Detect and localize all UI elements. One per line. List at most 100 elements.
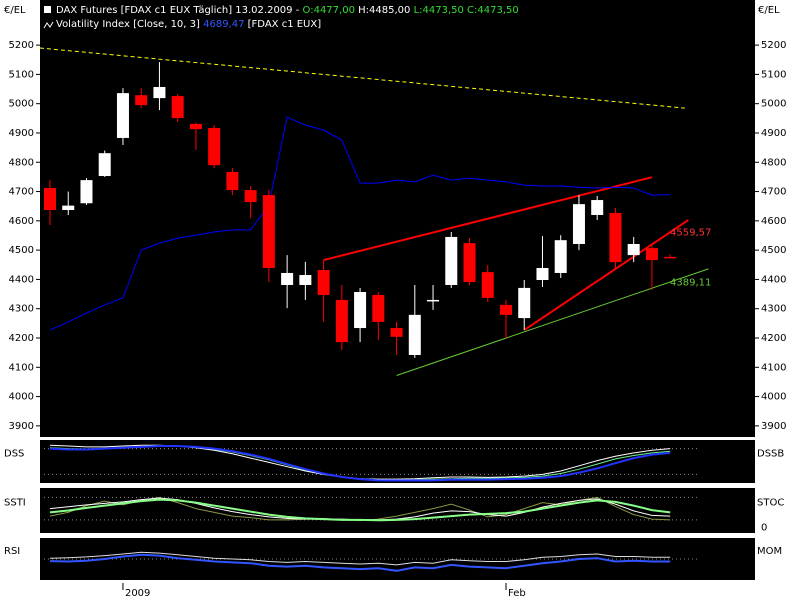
- x-tick-label: Feb: [508, 588, 526, 599]
- candle-body: [62, 205, 75, 211]
- y-tick-label-right: 4700: [761, 187, 786, 198]
- series-line: [49, 116, 671, 331]
- y-tick-label: 5200: [9, 40, 34, 51]
- candle-body: [572, 204, 585, 244]
- candle-body: [445, 236, 458, 285]
- header-line: DAX Futures [FDAX c1 EUX Täglich] 13.02.…: [56, 5, 519, 16]
- candle-body: [481, 272, 494, 298]
- series-line: [49, 445, 671, 482]
- candle-body: [317, 270, 330, 295]
- y-tick-label: 5100: [9, 69, 34, 80]
- y-tick-label-right: 4200: [761, 333, 786, 344]
- candle-body: [44, 188, 56, 211]
- annotation: 4389,11: [670, 278, 711, 289]
- header-low: L:4473,50: [414, 5, 464, 16]
- indicator-source: [FDAX c1 EUX]: [248, 19, 322, 30]
- indicator-line: Volatility Index [Close, 10, 3] 4689,47 …: [56, 19, 321, 30]
- candle-body: [408, 314, 421, 355]
- y-tick-label: 4800: [9, 157, 34, 168]
- ssti-panel: [40, 488, 755, 533]
- candle-body: [645, 248, 658, 261]
- indicator-value: 4689,47: [203, 19, 244, 30]
- trendline: [39, 47, 685, 109]
- y-tick-label: 4300: [9, 304, 34, 315]
- annotation: 4559,57: [670, 228, 711, 239]
- y-tick-label: 4900: [9, 128, 34, 139]
- candle-body: [281, 272, 294, 285]
- candle-body: [189, 123, 202, 130]
- price-panel: [40, 0, 755, 437]
- candle-body: [226, 171, 239, 191]
- panel-label-right: DSSB: [757, 449, 784, 460]
- y-tick-label: 4200: [9, 333, 34, 344]
- y-tick-label-right: 5200: [761, 40, 786, 51]
- series-line: [49, 498, 671, 522]
- candle-body: [664, 256, 677, 259]
- y-tick-label-right: 4600: [761, 216, 786, 227]
- panel-label-left: DSS: [4, 449, 24, 460]
- header-open: O:4477,00: [303, 5, 355, 16]
- y-tick-label-right: 5100: [761, 69, 786, 80]
- y-tick-label: 4100: [9, 362, 34, 373]
- candle-body: [116, 93, 129, 138]
- rsi-panel: [40, 538, 755, 580]
- y-tick-label-right: 5000: [761, 99, 786, 110]
- candle-body: [536, 267, 549, 281]
- candle-body: [98, 153, 111, 177]
- trendline: [323, 176, 653, 262]
- y-tick-label-right: 4100: [761, 362, 786, 373]
- panel-label-left: RSI: [4, 546, 20, 557]
- series-icon: [44, 6, 51, 13]
- y-tick-label: 4600: [9, 216, 34, 227]
- dss-panel: [40, 440, 755, 483]
- y-tick-label: 4000: [9, 392, 34, 403]
- y-tick-label-right: 0: [761, 522, 767, 533]
- candle-body: [390, 328, 403, 337]
- candle-body: [518, 287, 531, 319]
- candle-body: [335, 299, 348, 343]
- y-tick-label: 4500: [9, 245, 34, 256]
- candle-body: [463, 243, 476, 283]
- trendline: [523, 219, 689, 331]
- series-line: [49, 553, 671, 572]
- y-tick-label-right: 3900: [761, 421, 786, 432]
- y-tick-label: 4700: [9, 187, 34, 198]
- y-tick-label-right: 4400: [761, 274, 786, 285]
- series-line: [49, 551, 671, 566]
- axis-label-left: €/EL: [4, 5, 26, 16]
- y-tick-label: 5000: [9, 99, 34, 110]
- indicator-icon: [43, 21, 54, 29]
- y-tick-label-right: 4500: [761, 245, 786, 256]
- candle-body: [80, 180, 93, 204]
- header-title: DAX Futures [FDAX c1 EUX Täglich] 13.02.…: [56, 5, 300, 16]
- y-tick-label-right: 4000: [761, 392, 786, 403]
- y-tick-label: 3900: [9, 421, 34, 432]
- candle-body: [500, 304, 512, 315]
- indicator-name: Volatility Index [Close, 10, 3]: [56, 19, 200, 30]
- candle-body: [135, 95, 148, 106]
- candle-body: [299, 275, 312, 285]
- header-close: C:4473,50: [467, 5, 519, 16]
- candle-body: [244, 190, 257, 203]
- panel-label-left: SSTI: [4, 498, 26, 509]
- candle-body: [591, 200, 604, 215]
- candle-body: [354, 292, 367, 329]
- axis-label-right: €/EL: [758, 5, 780, 16]
- candle-body: [208, 127, 221, 166]
- y-tick-label: 4400: [9, 274, 34, 285]
- panel-label-right: STOC: [757, 498, 784, 509]
- candle-body: [262, 195, 275, 268]
- y-tick-label-right: 4900: [761, 128, 786, 139]
- x-tick-label: 2009: [125, 588, 150, 599]
- y-tick-label-right: 4800: [761, 157, 786, 168]
- header-high: H:4485,00: [358, 5, 410, 16]
- y-tick-label-right: 4300: [761, 304, 786, 315]
- trendline: [396, 268, 709, 376]
- panel-label-right: MOM: [757, 546, 782, 557]
- candle-body: [372, 294, 385, 322]
- candle-body: [427, 299, 440, 302]
- candle-body: [554, 240, 567, 273]
- candle-body: [171, 96, 184, 119]
